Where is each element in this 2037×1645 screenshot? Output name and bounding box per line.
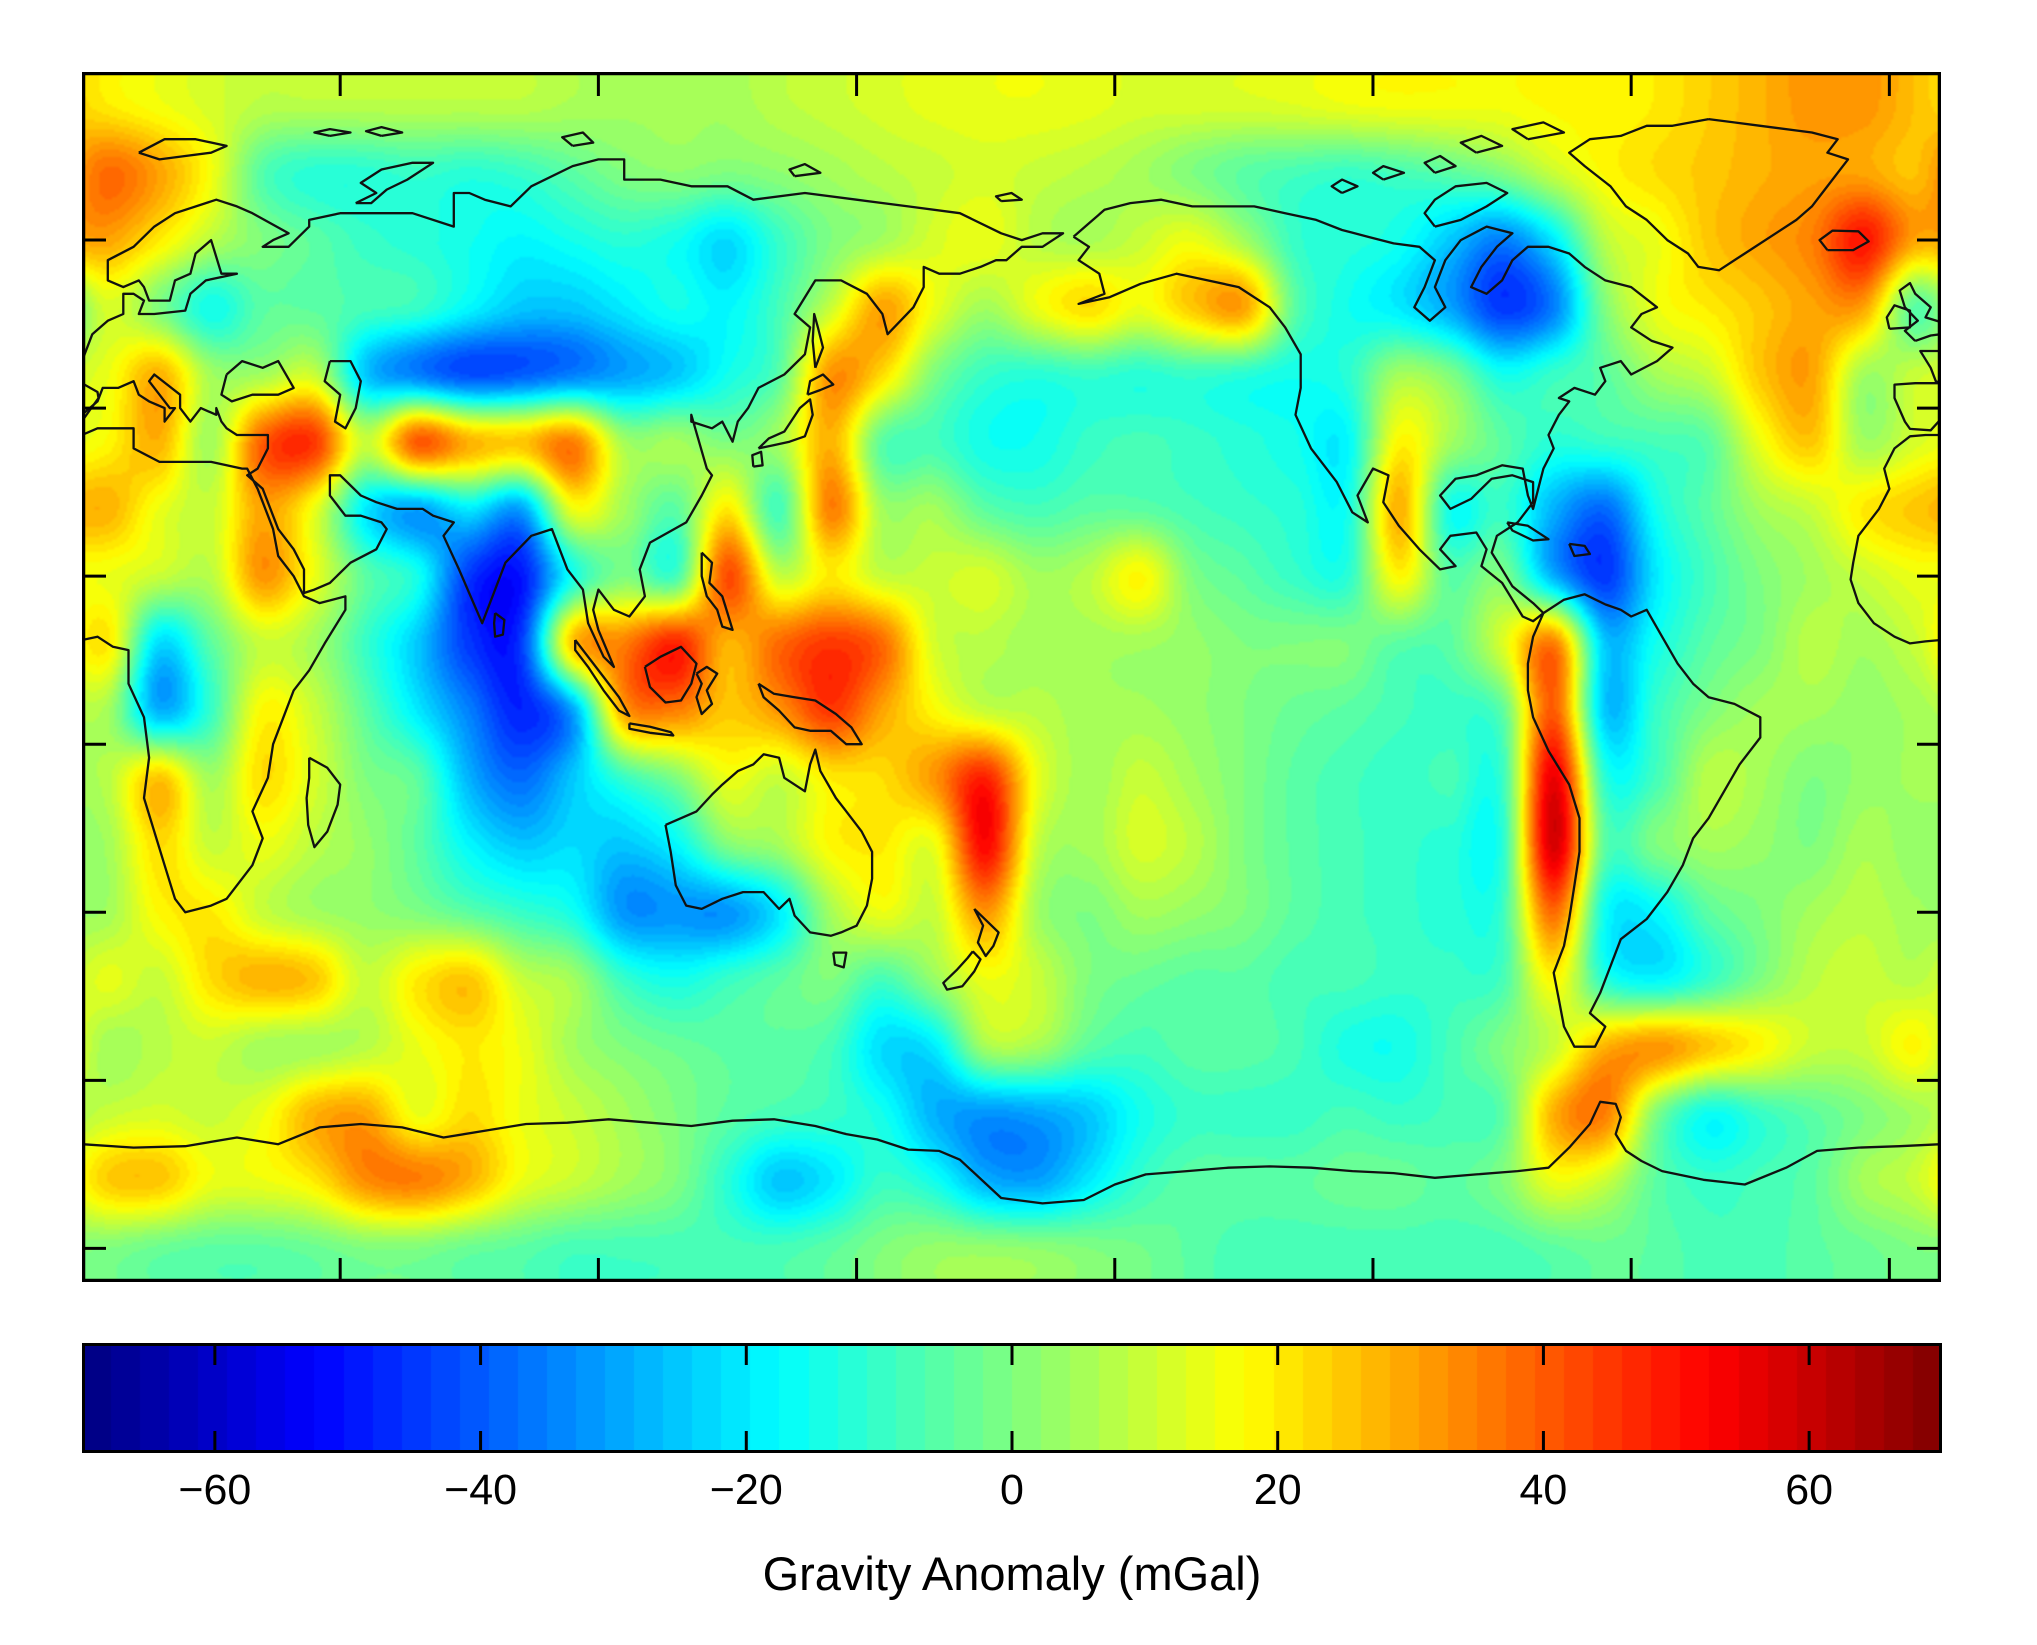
colorbar-tick-label: −60 — [178, 1466, 252, 1514]
coastline-path — [1568, 542, 1592, 558]
coastline-path — [1526, 593, 1762, 1048]
coastline-path — [82, 427, 347, 914]
colorbar-tick-label: −20 — [709, 1466, 783, 1514]
coastline-path — [1511, 121, 1566, 141]
coastline-path — [994, 191, 1023, 203]
coastline-path — [757, 398, 814, 450]
coastline-path — [1893, 382, 1941, 432]
coastline-path — [751, 450, 764, 468]
coastline-path — [1885, 304, 1912, 330]
colorbar-border — [82, 1343, 1942, 1453]
coastline-path — [82, 158, 1065, 669]
coastline-path — [1371, 164, 1406, 181]
colorbar-tick-label: 40 — [1519, 1466, 1568, 1514]
coastline-path — [138, 138, 228, 161]
coastline-path — [1423, 181, 1509, 228]
coastline-path — [220, 359, 295, 403]
coastline-path — [364, 125, 404, 138]
coastline-path — [355, 161, 435, 205]
coastline-path — [628, 722, 675, 737]
coastline-path — [1919, 349, 1941, 385]
coastline-path — [323, 359, 362, 430]
coastline-path — [1849, 433, 1941, 645]
coastline-path — [561, 131, 595, 148]
colorbar-tick-label: 0 — [1000, 1466, 1024, 1514]
coastline-path — [1423, 154, 1457, 174]
colorbar — [82, 1343, 1942, 1453]
coastline-path — [942, 950, 982, 991]
coastline-path — [811, 312, 825, 369]
map-frame-border — [82, 72, 1941, 1282]
coastline-path — [643, 645, 698, 704]
coastline-path — [1506, 521, 1550, 542]
coastline-path — [806, 373, 835, 396]
colorbar-title: Gravity Anomaly (mGal) — [762, 1547, 1262, 1600]
coastline-path — [313, 127, 352, 138]
coastline-path — [788, 162, 822, 178]
coastline-path — [1818, 229, 1870, 252]
colorbar-tick-label: 20 — [1253, 1466, 1302, 1514]
coastline-path — [973, 908, 1000, 958]
coastline-path — [832, 951, 848, 969]
coastline-path — [492, 612, 506, 638]
gravity-anomaly-heatmap — [82, 72, 1941, 1282]
coastline-path — [574, 639, 631, 718]
colorbar-tick-label: −40 — [444, 1466, 518, 1514]
coastlines-overlay — [82, 72, 1941, 1282]
coastline-path — [1330, 178, 1359, 195]
coastline-path — [305, 756, 342, 849]
coastline-path — [1568, 117, 1850, 272]
world-map-panel — [82, 72, 1941, 1282]
coastline-path — [1459, 134, 1504, 154]
coastline-path — [695, 665, 719, 716]
coastline-path — [82, 1100, 1941, 1205]
coastline-path — [1898, 281, 1941, 342]
colorbar-tick-labels: −60 −40 −20 0 20 40 60 — [0, 1466, 2037, 1526]
coastline-path — [664, 748, 874, 937]
coastline-path — [700, 551, 734, 632]
coastline-path — [757, 682, 863, 746]
colorbar-tick-label: 60 — [1785, 1466, 1834, 1514]
colorbar-frame — [82, 1343, 1942, 1453]
coastline-path — [1072, 198, 1674, 623]
